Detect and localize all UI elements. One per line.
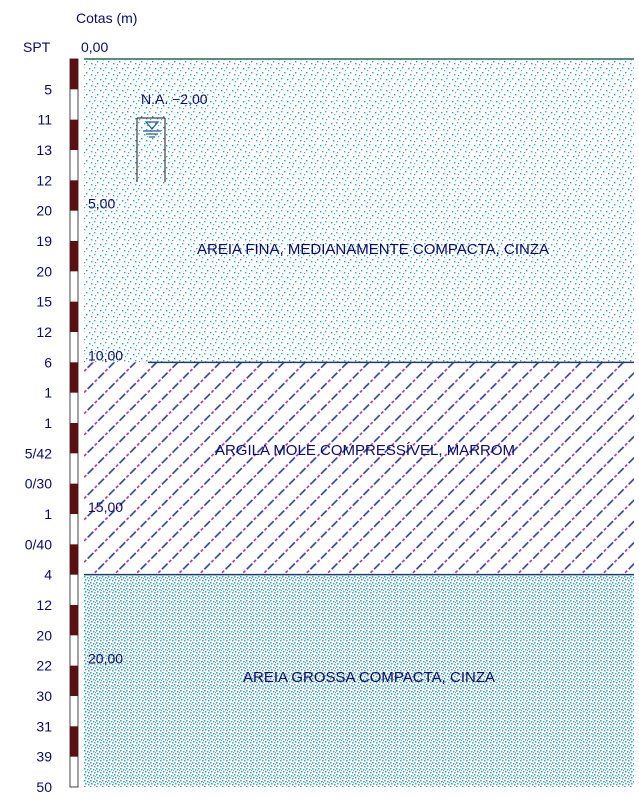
depth-marks: 5,00 10,00 15,00 20,00 (88, 196, 123, 667)
spt-bar-segment (70, 483, 78, 514)
spt-value: 0/30 (25, 476, 52, 492)
layer-label-fine-sand: AREIA FINA, MEDIANAMENTE COMPACTA, CINZA (197, 241, 549, 258)
layer-label-coarse-sand: AREIA GROSSA COMPACTA, CINZA (243, 669, 495, 686)
spt-value: 20 (36, 203, 52, 219)
layer-boundaries (84, 58, 634, 576)
spt-values: 511131220192015126115/420/3010/404122022… (25, 81, 52, 795)
spt-bar-segment (70, 180, 78, 211)
spt-value: 5 (44, 81, 52, 97)
spt-value: 5/42 (25, 445, 52, 461)
spt-value: 12 (36, 597, 52, 613)
spt-value: 1 (44, 506, 52, 522)
depth-mark-label: 10,00 (88, 347, 123, 363)
spt-bar-segment (70, 544, 78, 575)
spt-bar-segment (70, 241, 78, 272)
spt-value: 1 (44, 415, 52, 431)
spt-value: 0/40 (25, 536, 52, 552)
spt-value: 1 (44, 385, 52, 401)
spt-depth-bar (69, 58, 79, 788)
spt-value: 12 (36, 324, 52, 340)
soil-layers (84, 59, 634, 787)
depth-mark-label: 5,00 (88, 196, 115, 212)
spt-bar-segment (70, 301, 78, 332)
spt-value: 22 (36, 658, 52, 674)
spt-value: 50 (36, 779, 52, 795)
cotas-axis-title: Cotas (m) (76, 10, 137, 26)
depth-mark-label: 15,00 (88, 499, 123, 515)
spt-value: 12 (36, 172, 52, 188)
spt-value: 4 (44, 567, 52, 583)
layer-label-soft-clay: ARGILA MOLE COMPRESSÍVEL, MARROM (215, 442, 515, 459)
spt-value: 20 (36, 263, 52, 279)
spt-bar-segment (70, 119, 78, 150)
spt-value: 11 (37, 112, 52, 128)
spt-bar-segment (70, 726, 78, 757)
spt-column-title: SPT (23, 39, 51, 55)
depth-mark-label: 20,00 (88, 651, 123, 667)
spt-bar-segment (70, 362, 78, 393)
water-table-symbol: N.A. −2,00 (136, 91, 208, 182)
spt-value: 6 (44, 354, 52, 370)
water-table-piezometer-icon (136, 117, 166, 182)
spt-value: 39 (36, 749, 52, 765)
spt-bar-segment (70, 605, 78, 636)
spt-value: 15 (36, 294, 52, 310)
spt-bar-segment (70, 665, 78, 696)
layer-fill-coarse-sand (84, 574, 634, 787)
spt-value: 19 (36, 233, 52, 249)
spt-value: 13 (36, 142, 52, 158)
spt-value: 30 (36, 688, 52, 704)
spt-bar-segment (70, 59, 78, 90)
spt-value: 31 (36, 718, 52, 734)
spt-value: 20 (36, 627, 52, 643)
layer-fill-soft-clay (84, 362, 634, 575)
spt-bar-segment (70, 423, 78, 454)
water-table-label: N.A. −2,00 (141, 91, 208, 107)
layer-fill-fine-sand (84, 59, 634, 363)
top-elevation-label: 0,00 (81, 39, 108, 55)
